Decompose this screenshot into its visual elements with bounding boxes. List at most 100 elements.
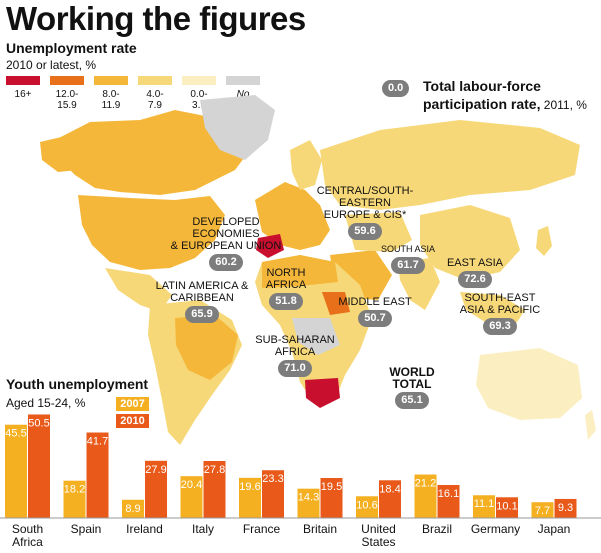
legend-label: 12.0- 15.9 <box>55 89 79 111</box>
scandinavia-shape <box>290 140 322 190</box>
legend-item: 16+ <box>6 76 40 111</box>
category-label: France <box>243 522 281 536</box>
bar-value-label: 27.8 <box>204 464 225 476</box>
bar-value-label: 45.5 <box>5 428 26 440</box>
bar-2010 <box>496 497 518 518</box>
bar-value-label: 10.1 <box>496 500 517 512</box>
unemployment-title: Unemployment rate <box>6 40 137 56</box>
category-label: Britain <box>303 522 337 536</box>
bar-value-label: 7.7 <box>535 505 550 517</box>
bar-value-label: 18.2 <box>64 484 85 496</box>
bar-value-label: 8.9 <box>125 503 140 515</box>
legend-swatch <box>226 76 260 85</box>
south-africa-shape <box>305 378 340 408</box>
region-cse-europe: CENTRAL/SOUTH-EASTERN EUROPE & CIS* 59.6 <box>296 185 434 240</box>
bar-2007 <box>473 495 495 518</box>
japan-shape <box>536 226 552 256</box>
bar-2010 <box>437 484 460 518</box>
region-developed: DEVELOPED ECONOMIES & EUROPEAN UNION 60.… <box>160 216 292 271</box>
region-label: SOUTH ASIA <box>380 244 435 254</box>
russia-shape <box>320 120 580 210</box>
category-label: Spain <box>71 522 102 536</box>
category-label: States <box>361 535 395 549</box>
map-land <box>40 95 596 445</box>
alaska-shape <box>40 135 82 172</box>
bar-2010 <box>320 478 343 518</box>
region-label: DEVELOPED ECONOMIES & EUROPEAN UNION <box>170 216 282 252</box>
sudan-shape <box>322 292 350 315</box>
bar-value-label: 41.7 <box>87 436 108 448</box>
legend-swatch <box>138 76 172 85</box>
page-title: Working the figures <box>6 0 306 37</box>
bar-value-label: 10.6 <box>356 499 377 511</box>
region-value: 51.8 <box>269 293 303 310</box>
bar-value-label: 11.1 <box>474 498 495 510</box>
bar-2007 <box>180 476 203 518</box>
se-asia-shape <box>460 292 525 325</box>
bar-2010 <box>86 432 109 518</box>
region-label: MIDDLE EAST <box>338 296 412 308</box>
category-label: South <box>12 522 43 536</box>
region-south-asia: SOUTH ASIA 61.7 <box>378 243 438 274</box>
region-value: 50.7 <box>358 310 392 327</box>
region-label: NORTH AFRICA <box>265 267 307 291</box>
region-value: 71.0 <box>278 360 312 377</box>
lfp-key-label: Total labour-force participation rate, 2… <box>423 77 587 114</box>
bar-value-label: 27.9 <box>145 464 166 476</box>
region-se-asia: SOUTH-EAST ASIA & PACIFIC 69.3 <box>455 292 545 335</box>
category-label: Italy <box>192 522 214 536</box>
central-africa-nodata <box>292 318 340 355</box>
region-value: 65.9 <box>185 306 219 323</box>
year-key-2007: 2007 <box>116 397 149 411</box>
usa-shape <box>78 195 225 270</box>
mexico-shape <box>105 268 172 312</box>
region-label: LATIN AMERICA & CARIBBEAN <box>155 280 249 304</box>
bar-value-label: 9.3 <box>558 502 573 514</box>
lfp-key-pill: 0.0 <box>382 78 410 97</box>
bar-2010 <box>28 414 50 518</box>
legend-swatch <box>94 76 128 85</box>
legend-label: 16+ <box>14 89 32 100</box>
bar-2007 <box>356 496 378 518</box>
new-zealand-shape <box>585 410 596 440</box>
region-sub-saharan: SUB-SAHARAN AFRICA 71.0 <box>252 334 338 377</box>
europe-shape <box>255 182 330 250</box>
legend-label: 4.0- 7.9 <box>146 89 164 111</box>
category-label: Germany <box>471 522 520 536</box>
unemployment-note: 2010 or latest, % <box>6 58 97 72</box>
region-label: SUB-SAHARAN AFRICA <box>255 334 335 358</box>
bar-2007 <box>297 488 320 518</box>
region-east-asia: EAST ASIA 72.6 <box>445 257 505 288</box>
bar-2007 <box>239 477 261 518</box>
bar-value-label: 16.1 <box>438 488 459 500</box>
bar-2010 <box>145 460 167 518</box>
lfp-label-line1: Total labour-force <box>423 78 541 94</box>
legend-item: 12.0- 15.9 <box>50 76 84 111</box>
region-middle-east: MIDDLE EAST 50.7 <box>336 296 414 327</box>
greenland-shape <box>200 95 275 160</box>
region-value: 61.7 <box>391 257 425 274</box>
region-label: WORLD TOTAL <box>389 365 435 391</box>
legend-item: 4.0- 7.9 <box>138 76 172 111</box>
bar-2007 <box>122 499 144 518</box>
bar-2007 <box>63 480 86 518</box>
north-africa-shape <box>262 255 338 288</box>
region-north-africa: NORTH AFRICA 51.8 <box>246 267 326 310</box>
bar-value-label: 50.5 <box>28 417 49 429</box>
bar-value-label: 21.2 <box>415 478 436 490</box>
legend-swatch <box>182 76 216 85</box>
australia-shape <box>476 348 582 420</box>
region-label: CENTRAL/SOUTH-EASTERN EUROPE & CIS* <box>316 185 414 221</box>
category-label: United <box>361 522 396 536</box>
legend-label: 0.0- 3.9 <box>190 89 208 111</box>
region-world-total: WORLD TOTAL 65.1 <box>382 366 442 409</box>
bar-2007 <box>531 502 554 518</box>
region-value: 72.6 <box>458 271 492 288</box>
region-value: 59.6 <box>348 223 382 240</box>
category-label: Africa <box>12 535 43 549</box>
legend-swatch <box>50 76 84 85</box>
region-label: SOUTH-EAST ASIA & PACIFIC <box>459 292 541 316</box>
bar-value-label: 19.5 <box>321 481 342 493</box>
